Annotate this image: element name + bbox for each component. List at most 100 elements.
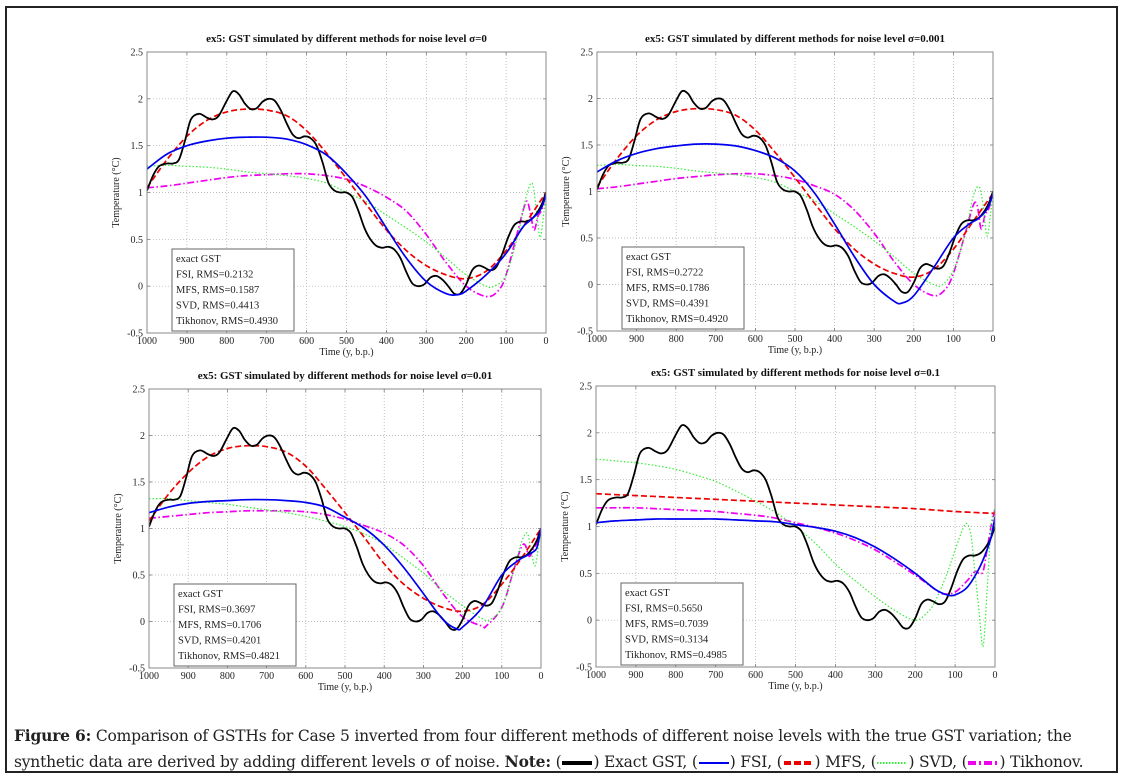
series-line-exact-gst xyxy=(149,426,541,631)
caption-item-tikhonov: ) Tikhonov. xyxy=(999,753,1084,771)
legend-entry: FSI, RMS=0.5650 xyxy=(625,604,702,615)
charts-canvas: ex5: GST simulated by different methods … xyxy=(111,33,998,693)
x-tick-label: 0 xyxy=(539,671,544,682)
axes-box xyxy=(596,51,994,332)
series-group xyxy=(147,90,546,298)
series-line-exact-gst xyxy=(597,89,993,294)
legend-swatch-mfs xyxy=(783,760,815,766)
chart-title: ex5: GST simulated by different methods … xyxy=(645,33,945,45)
legend-entry: MFS, RMS=0.1587 xyxy=(176,285,259,296)
x-tick-label: 200 xyxy=(455,671,470,682)
x-tick-label: 300 xyxy=(419,336,434,347)
y-axis-label: Temperature (°C) xyxy=(113,493,124,563)
x-tick-label: 800 xyxy=(220,671,235,682)
x-tick-label: 600 xyxy=(299,336,314,347)
series-line-fsi xyxy=(149,498,541,631)
y-tick-label: 2.5 xyxy=(133,385,146,396)
legend-entry: FSI, RMS=0.2722 xyxy=(626,268,703,279)
x-tick-label: 500 xyxy=(788,334,803,345)
legend-box xyxy=(171,248,295,332)
series-line-mfs xyxy=(149,444,541,613)
y-tick-label: 1.5 xyxy=(133,478,146,489)
x-tick-label: 1000 xyxy=(137,336,157,347)
x-tick-label: 800 xyxy=(219,336,234,347)
y-tick-label: -0.5 xyxy=(129,664,145,675)
y-tick-label: 2.5 xyxy=(581,48,594,59)
figure-caption: Figure 6: Comparison of GSTHs for Case 5… xyxy=(14,726,1084,771)
x-tick-label: 300 xyxy=(868,670,883,681)
x-tick-label: 900 xyxy=(179,336,194,347)
x-axis-label: Time (y, b.p.) xyxy=(768,345,822,356)
chart-title: ex5: GST simulated by different methods … xyxy=(206,33,487,45)
series-line-tikhonov xyxy=(149,509,541,629)
x-tick-label: 600 xyxy=(748,334,763,345)
x-tick-label: 700 xyxy=(259,336,274,347)
legend-entry: MFS, RMS=0.7039 xyxy=(625,619,708,630)
x-tick-label: 1000 xyxy=(587,334,607,345)
x-tick-label: 900 xyxy=(628,670,643,681)
chart-panel-2: ex5: GST simulated by different methods … xyxy=(561,33,996,356)
y-tick-label: -0.5 xyxy=(577,327,593,338)
x-tick-label: 800 xyxy=(668,670,683,681)
x-tick-label: 400 xyxy=(379,336,394,347)
series-line-mfs xyxy=(596,492,995,515)
x-axis-label: Time (y, b.p.) xyxy=(319,347,373,358)
y-tick-label: 1 xyxy=(140,524,145,535)
x-tick-label: 200 xyxy=(459,336,474,347)
x-tick-label: 400 xyxy=(828,670,843,681)
series-line-exact-gst xyxy=(596,424,995,630)
x-tick-label: 0 xyxy=(544,336,549,347)
y-tick-label: 2 xyxy=(140,431,145,442)
legend-entry: SVD, RMS=0.4413 xyxy=(176,301,259,312)
legend-swatch-tikhonov xyxy=(967,760,999,766)
series-group xyxy=(596,424,995,648)
chart-panel-3: ex5: GST simulated by different methods … xyxy=(113,370,544,693)
legend-entry: SVD, RMS=0.3134 xyxy=(625,635,709,646)
series-line-svd xyxy=(149,497,541,622)
chart-title: ex5: GST simulated by different methods … xyxy=(198,370,493,382)
legend-entry: exact GST xyxy=(176,254,221,265)
legend-entry: FSI, RMS=0.3697 xyxy=(178,605,255,616)
caption-label: Figure 6: xyxy=(14,726,92,745)
chart-title: ex5: GST simulated by different methods … xyxy=(651,367,940,379)
y-tick-label: 0.5 xyxy=(581,234,594,245)
x-tick-label: 200 xyxy=(908,670,923,681)
y-tick-label: -0.5 xyxy=(127,329,143,340)
legend-entry: exact GST xyxy=(626,252,671,263)
x-tick-label: 100 xyxy=(946,334,961,345)
x-tick-label: 600 xyxy=(748,670,763,681)
x-tick-label: 900 xyxy=(181,671,196,682)
y-tick-label: 1.5 xyxy=(131,141,144,152)
x-tick-label: 300 xyxy=(416,671,431,682)
x-tick-label: 900 xyxy=(629,334,644,345)
legend-entry: SVD, RMS=0.4201 xyxy=(178,636,261,647)
series-line-tikhonov xyxy=(596,506,995,595)
figure-frame xyxy=(5,6,1118,773)
y-tick-label: 0.5 xyxy=(131,235,144,246)
x-tick-label: 1000 xyxy=(586,670,606,681)
x-tick-label: 1000 xyxy=(139,671,159,682)
caption-item-mfs: ) MFS, ( xyxy=(814,753,877,771)
y-tick-label: 0.5 xyxy=(133,571,146,582)
y-tick-label: 1.5 xyxy=(581,141,594,152)
y-axis-label: Temperature (°C) xyxy=(111,157,122,227)
legend-entry: MFS, RMS=0.1786 xyxy=(626,283,709,294)
legend-entry: exact GST xyxy=(625,588,670,599)
legend-box xyxy=(173,583,297,667)
x-tick-label: 100 xyxy=(948,670,963,681)
legend-entry: FSI, RMS=0.2132 xyxy=(176,270,253,281)
y-tick-label: -0.5 xyxy=(576,663,592,674)
y-tick-label: 0.5 xyxy=(580,569,593,580)
legend-entry: Tikhonov, RMS=0.4821 xyxy=(178,651,280,662)
x-axis-label: Time (y, b.p.) xyxy=(318,682,372,693)
legend-swatch-exact-gst xyxy=(561,760,593,766)
legend-swatch-fsi xyxy=(698,760,730,766)
x-tick-label: 500 xyxy=(339,336,354,347)
caption-item-svd: ) SVD, ( xyxy=(908,753,968,771)
x-axis-label: Time (y, b.p.) xyxy=(768,681,822,692)
axes-box xyxy=(148,388,542,669)
y-tick-label: 1.5 xyxy=(580,475,593,486)
y-tick-label: 1 xyxy=(587,522,592,533)
legend-box xyxy=(620,582,744,666)
caption-note-label: Note: xyxy=(504,752,551,771)
